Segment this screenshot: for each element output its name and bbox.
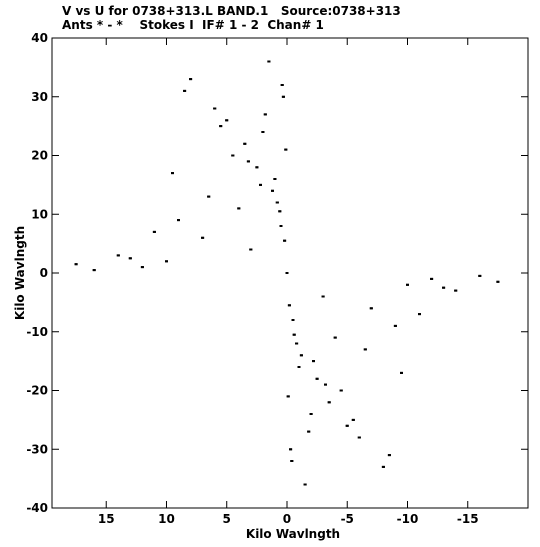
y-tick-label: 30 (31, 90, 48, 104)
x-tick-label: 10 (158, 512, 175, 526)
uv-point (237, 207, 241, 210)
uv-point (295, 342, 299, 345)
x-tick-label: 15 (98, 512, 115, 526)
uv-point (321, 295, 325, 298)
uv-point (189, 78, 193, 81)
uv-point (297, 366, 301, 368)
uv-point (381, 465, 385, 468)
uv-point (243, 142, 247, 145)
uv-point (496, 280, 500, 283)
uv-point (312, 360, 315, 363)
uv-point (303, 483, 307, 486)
uv-point (183, 89, 187, 92)
y-tick-label: 10 (31, 207, 48, 221)
uv-point (165, 260, 168, 263)
uv-point (287, 304, 291, 307)
uv-point (271, 189, 274, 192)
uv-point (140, 266, 144, 269)
uv-point (345, 424, 349, 427)
uv-point (430, 277, 434, 280)
y-tick-label: 40 (31, 31, 48, 45)
uv-point (351, 418, 355, 421)
uv-point (327, 401, 331, 404)
uv-point (273, 178, 277, 180)
uv-point (478, 274, 482, 277)
y-tick-label: -10 (26, 325, 48, 339)
x-axis-label: Kilo Wavlngth (246, 527, 340, 541)
uv-point (387, 454, 391, 457)
uv-point (177, 219, 180, 222)
uv-point (285, 272, 289, 274)
uv-point (261, 131, 265, 133)
uv-point (290, 460, 294, 462)
uv-point (280, 84, 284, 86)
uv-point (281, 95, 285, 98)
y-tick-label: -30 (26, 442, 48, 456)
uv-point (284, 148, 288, 151)
y-tick-label: -40 (26, 501, 48, 515)
chart-subtitle: Ants * - * Stokes I IF# 1 - 2 Chan# 1 (62, 18, 324, 32)
y-tick-label: 20 (31, 149, 48, 163)
uv-point (315, 377, 319, 380)
uv-point (333, 336, 337, 339)
uv-point (418, 313, 421, 316)
uv-point (259, 183, 262, 186)
uv-point (339, 389, 343, 392)
uv-point (74, 263, 78, 266)
data-points (74, 60, 500, 486)
uv-point (400, 371, 403, 374)
x-tick-label: -15 (457, 512, 479, 526)
x-tick-label: 0 (283, 512, 291, 526)
uv-point (299, 354, 303, 357)
y-tick-label: 0 (40, 266, 48, 280)
uv-point (357, 436, 361, 439)
uv-point (289, 448, 293, 451)
chart-title: V vs U for 0738+313.L BAND.1 Source:0738… (62, 4, 401, 18)
uv-point (116, 254, 120, 257)
uv-point (207, 195, 211, 198)
uv-point (291, 319, 295, 321)
uv-point (292, 333, 296, 336)
uv-point (454, 289, 458, 292)
axis-ticks: 15 10 5 0 -5 -10 -15 40 30 20 10 0 -10 -20 -30 -40 (26, 31, 528, 526)
uv-point (324, 383, 327, 386)
uv-point (267, 60, 271, 63)
uv-point (278, 210, 282, 213)
uv-point (263, 113, 267, 116)
uv-point (275, 201, 279, 204)
x-tick-label: -10 (397, 512, 419, 526)
uv-point (309, 413, 313, 415)
uv-point (283, 239, 287, 242)
uv-point (171, 172, 174, 175)
x-tick-label: -5 (341, 512, 354, 526)
uv-point (249, 248, 253, 251)
uv-point (152, 230, 156, 233)
uv-point (307, 430, 311, 433)
uv-point (246, 160, 250, 163)
uv-point (219, 125, 223, 128)
uv-point (393, 324, 397, 327)
uv-point (255, 166, 259, 169)
y-axis-label: Kilo Wavlngth (13, 226, 27, 320)
uv-point (369, 307, 373, 310)
uv-point (231, 154, 235, 157)
y-tick-label: -20 (26, 384, 48, 398)
uv-point (286, 395, 290, 398)
uv-point (92, 269, 96, 272)
uv-point (363, 348, 367, 351)
uv-point (213, 107, 217, 110)
uv-point (128, 257, 132, 260)
uv-point (406, 283, 409, 286)
plot-frame (51, 37, 529, 509)
x-tick-label: 5 (223, 512, 231, 526)
uv-point (225, 119, 229, 122)
uv-point (201, 236, 205, 239)
uv-point (279, 225, 283, 227)
uv-point (442, 286, 446, 289)
